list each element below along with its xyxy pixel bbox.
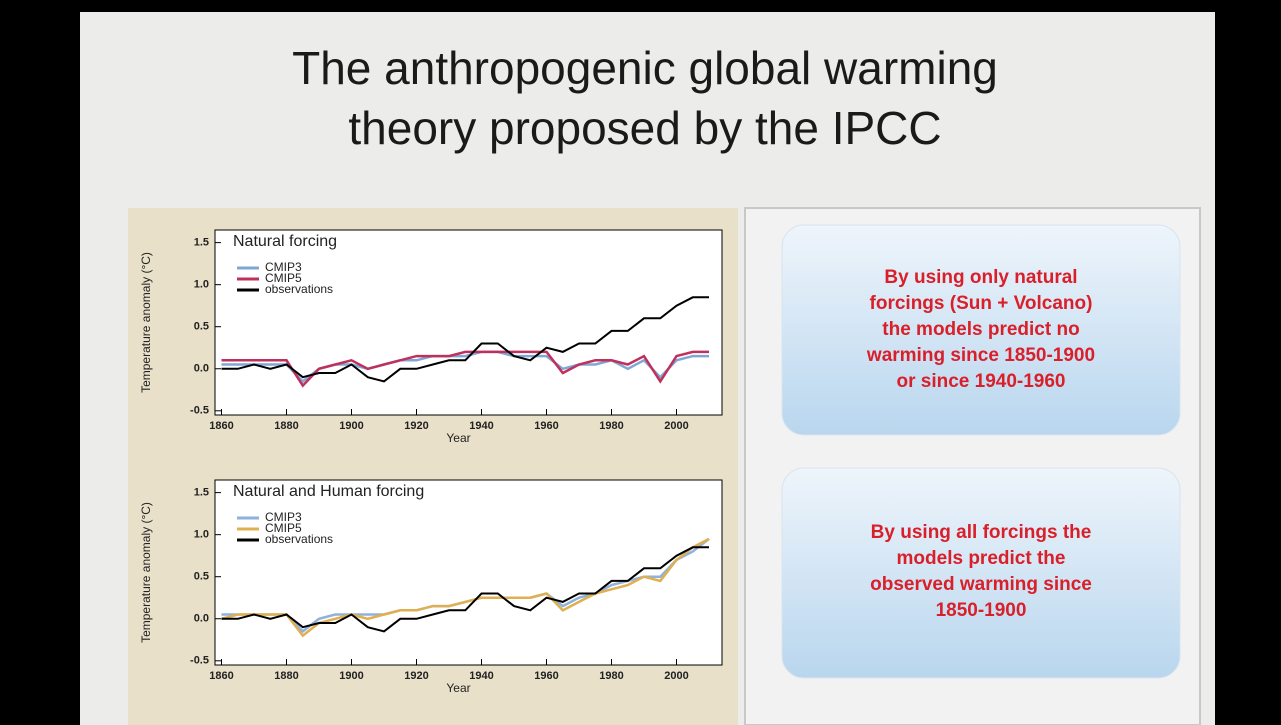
x-tick-label: 1860 [209,420,233,432]
note-text: By using all forcings the [871,522,1092,543]
x-tick-label: 1980 [599,420,623,432]
y-tick-label: 1.5 [194,237,209,249]
y-tick-label: 1.0 [194,279,209,291]
y-tick-label: 0.0 [194,613,209,625]
x-tick-label: 1900 [339,670,363,682]
y-tick-label: 1.5 [194,487,209,499]
panel-title: Natural and Human forcing [233,483,424,500]
legend-label: CMIP3 [265,510,302,524]
slide-title: theory proposed by the IPCC [348,102,941,154]
x-tick-label: 1860 [209,670,233,682]
y-tick-label: 1.0 [194,529,209,541]
plot-area [214,229,723,416]
note-text: the models predict no [882,319,1079,340]
series-line [221,350,709,388]
plot-area [214,479,723,666]
x-tick-label: 1880 [274,420,298,432]
legend-label: observations [265,282,333,296]
x-tick-label: 1880 [274,670,298,682]
y-tick-label: 0.0 [194,363,209,375]
x-tick-label: 1920 [404,670,428,682]
note-text: 1850-1900 [936,600,1027,621]
note-text: By using only natural [884,267,1077,288]
note-text: or since 1940-1960 [896,371,1065,392]
y-axis-label: Temperature anomaly (°C) [139,252,153,393]
series-line [221,350,709,384]
x-tick-label: 1920 [404,420,428,432]
y-tick-label: -0.5 [190,405,209,417]
x-tick-label: 1900 [339,420,363,432]
x-tick-label: 2000 [664,670,688,682]
note-box [781,224,1181,436]
x-tick-label: 2000 [664,420,688,432]
note-box [781,467,1181,679]
series-line [221,537,710,638]
legend-label: CMIP3 [265,260,302,274]
x-axis-label: Year [446,681,470,695]
slide-title: The anthropogenic global warming [292,42,998,94]
x-tick-label: 1960 [534,420,558,432]
y-tick-label: 0.5 [194,321,209,333]
legend-label: CMIP5 [265,521,302,535]
x-tick-label: 1960 [534,670,558,682]
y-tick-label: -0.5 [190,655,209,667]
panel-title: Natural forcing [233,233,337,250]
note-text: forcings (Sun + Volcano) [870,293,1093,314]
series-line [221,546,709,633]
y-axis-label: Temperature anomaly (°C) [139,502,153,643]
x-tick-label: 1940 [469,670,493,682]
x-axis-label: Year [446,431,470,445]
legend-label: observations [265,532,333,546]
note-text: models predict the [897,548,1066,569]
series-line [221,296,709,383]
note-text: observed warming since [870,574,1092,595]
y-tick-label: 0.5 [194,571,209,583]
x-tick-label: 1980 [599,670,623,682]
legend-label: CMIP5 [265,271,302,285]
x-tick-label: 1940 [469,420,493,432]
note-text: warming since 1850-1900 [866,345,1095,366]
